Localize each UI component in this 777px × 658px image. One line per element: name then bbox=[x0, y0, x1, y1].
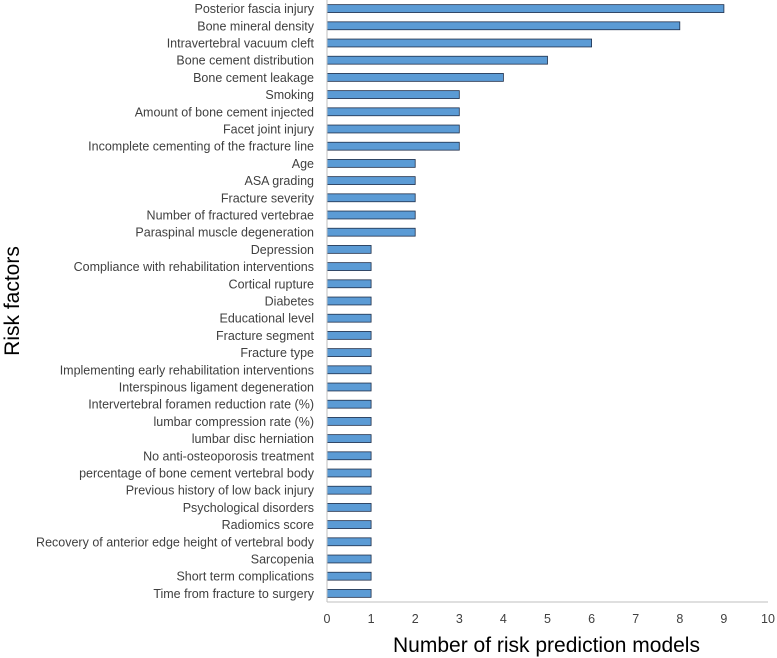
bar bbox=[326, 537, 372, 547]
bar bbox=[326, 331, 372, 340]
x-tick-label: 6 bbox=[588, 612, 595, 626]
bar bbox=[326, 503, 372, 512]
category-label: Age bbox=[292, 157, 314, 171]
bar bbox=[326, 55, 548, 65]
bar bbox=[326, 38, 593, 48]
bar bbox=[326, 468, 372, 478]
x-tick-label: 8 bbox=[676, 612, 683, 626]
category-label: Short term complications bbox=[176, 570, 314, 584]
x-tick-label: 0 bbox=[324, 612, 331, 626]
category-label: Implementing early rehabilitation interv… bbox=[60, 363, 314, 377]
category-label: Facet joint injury bbox=[223, 123, 315, 137]
category-label: Fracture segment bbox=[216, 329, 314, 343]
category-label: Bone cement distribution bbox=[176, 54, 314, 68]
category-label: lumbar disc herniation bbox=[192, 432, 314, 446]
bar bbox=[326, 554, 372, 564]
bar bbox=[326, 451, 372, 461]
bar bbox=[326, 520, 372, 529]
x-tick-label: 2 bbox=[412, 612, 419, 626]
category-label: Depression bbox=[251, 243, 314, 257]
category-label: Sarcopenia bbox=[251, 553, 314, 567]
category-label: lumbar compression rate (%) bbox=[154, 415, 314, 429]
category-labels: Posterior fascia injury Bone mineral dens… bbox=[36, 2, 315, 601]
x-tick-label: 1 bbox=[368, 612, 375, 626]
x-tick-label: 4 bbox=[500, 612, 507, 626]
bar bbox=[326, 176, 416, 185]
bar bbox=[326, 348, 372, 357]
x-tick-label: 10 bbox=[761, 612, 775, 626]
category-label: Posterior fascia injury bbox=[195, 2, 315, 16]
bar bbox=[326, 141, 460, 151]
bar bbox=[326, 571, 372, 581]
category-label: Psychological disorders bbox=[183, 501, 314, 515]
category-label: Bone mineral density bbox=[197, 19, 314, 33]
bar bbox=[326, 107, 460, 117]
category-label: Time from fracture to surgery bbox=[153, 587, 314, 601]
category-label: Bone cement leakage bbox=[193, 71, 314, 85]
bar bbox=[326, 382, 372, 392]
bar bbox=[326, 485, 372, 495]
bar bbox=[326, 245, 372, 254]
x-tick-label: 3 bbox=[456, 612, 463, 626]
bar bbox=[326, 21, 681, 31]
category-label: Amount of bone cement injected bbox=[135, 105, 314, 119]
category-label: Educational level bbox=[219, 312, 314, 326]
category-label: Intervertebral foramen reduction rate (%… bbox=[88, 398, 314, 412]
category-label: Interspinous ligament degeneration bbox=[119, 381, 314, 395]
bar bbox=[326, 399, 372, 409]
x-tick-labels: 0 1 2 3 4 5 6 7 8 9 10 bbox=[324, 612, 775, 626]
x-axis-title: Number of risk prediction models bbox=[393, 634, 700, 657]
category-label: percentage of bone cement vertebral body bbox=[79, 467, 315, 481]
bar bbox=[326, 365, 372, 375]
category-label: Fracture severity bbox=[221, 191, 315, 205]
category-label: Paraspinal muscle degeneration bbox=[135, 226, 314, 240]
category-label: Recovery of anterior edge height of vert… bbox=[36, 535, 315, 549]
category-label: Intravertebral vacuum cleft bbox=[167, 37, 315, 51]
bar bbox=[326, 227, 416, 237]
bar bbox=[326, 279, 372, 289]
bar bbox=[326, 262, 372, 271]
y-axis-title: Risk factors bbox=[1, 246, 24, 356]
category-label: Compliance with rehabilitation intervent… bbox=[74, 260, 314, 274]
category-label: Diabetes bbox=[265, 295, 314, 309]
category-label: Radiomics score bbox=[222, 518, 314, 532]
category-label: No anti-osteoporosis treatment bbox=[143, 449, 314, 463]
x-tick-label: 5 bbox=[544, 612, 551, 626]
bar bbox=[326, 4, 725, 13]
category-label: Incomplete cementing of the fracture lin… bbox=[88, 140, 314, 154]
bar bbox=[326, 434, 372, 443]
bar bbox=[326, 313, 372, 323]
x-tick-label: 9 bbox=[720, 612, 727, 626]
category-label: Number of fractured vertebrae bbox=[147, 209, 314, 223]
bars-group bbox=[326, 4, 725, 598]
bar bbox=[326, 296, 372, 306]
category-label: Fracture type bbox=[240, 346, 314, 360]
x-tick-label: 7 bbox=[632, 612, 639, 626]
category-label: Smoking bbox=[265, 88, 314, 102]
bar bbox=[326, 73, 504, 82]
bar bbox=[326, 210, 416, 220]
category-label: ASA grading bbox=[245, 174, 315, 188]
bar bbox=[326, 589, 372, 598]
bar bbox=[326, 124, 460, 134]
bar bbox=[326, 90, 460, 99]
bar bbox=[326, 417, 372, 426]
bar bbox=[326, 159, 416, 168]
bar bbox=[326, 193, 416, 203]
category-label: Cortical rupture bbox=[229, 277, 314, 291]
category-label: Previous history of low back injury bbox=[126, 484, 315, 498]
